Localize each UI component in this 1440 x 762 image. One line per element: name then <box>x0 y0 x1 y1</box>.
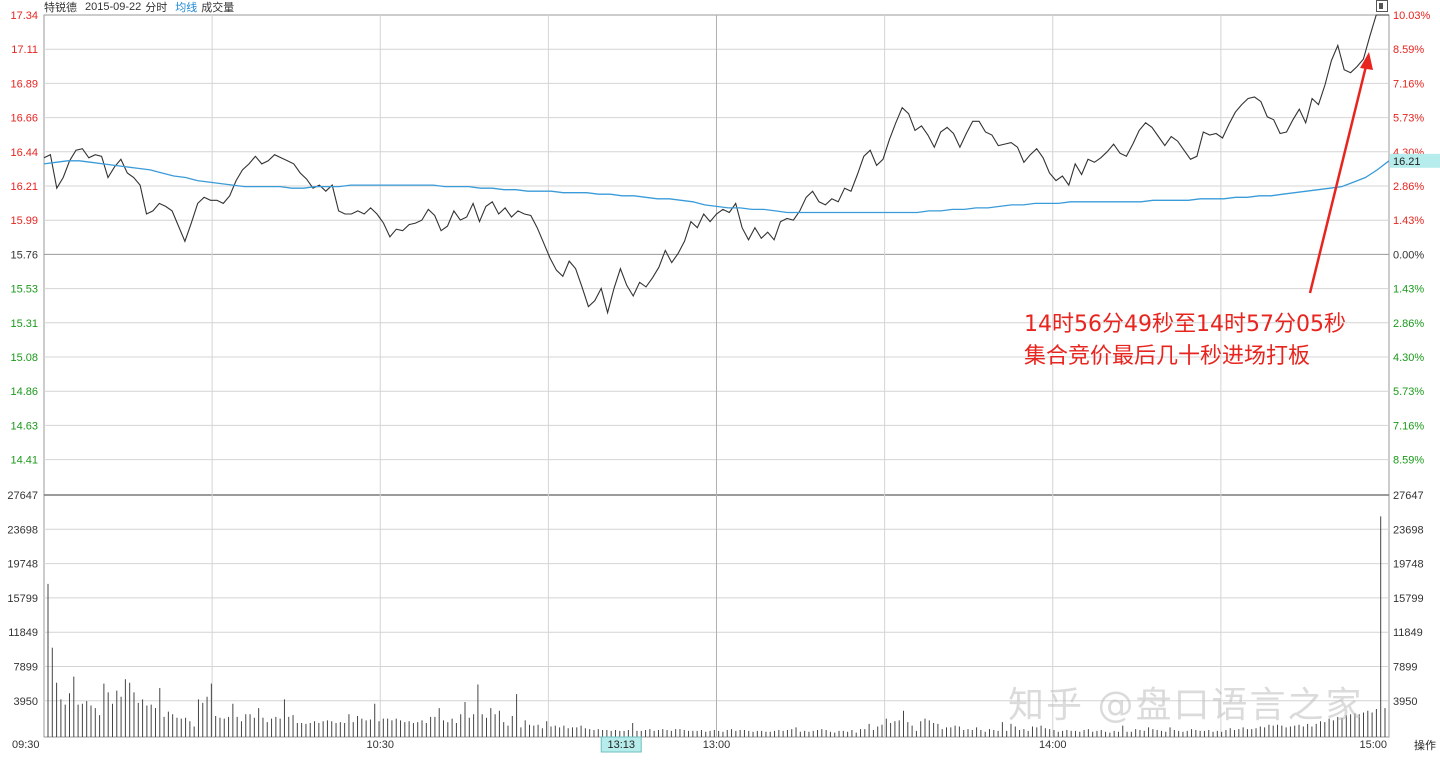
avg-last-box <box>1390 153 1440 168</box>
price-tick-label: 17.11 <box>11 44 38 56</box>
price-line <box>43 14 1389 315</box>
pct-tick-label: 5.73% <box>1393 113 1424 125</box>
pct-tick-label: 2.86% <box>1393 181 1424 193</box>
time-tick-label: 10:30 <box>366 739 394 751</box>
price-lines <box>43 14 1390 315</box>
volume-tick-label-right: 19748 <box>1393 559 1424 571</box>
time-tick-label: 09:30 <box>12 739 40 751</box>
time-tick-label: 15:00 <box>1359 739 1387 751</box>
operate-button[interactable]: 操作 <box>1414 740 1436 752</box>
chart-kind: 分时 <box>145 2 168 14</box>
pct-tick-label: 4.30% <box>1393 352 1424 364</box>
price-tick-label: 16.21 <box>10 181 38 193</box>
volume-tick-label: 3950 <box>14 696 38 708</box>
price-tick-label: 15.53 <box>10 284 38 296</box>
price-tick-label: 15.76 <box>10 249 38 261</box>
pct-tick-label: 7.16% <box>1393 420 1424 432</box>
volume-tick-label: 7899 <box>14 662 38 674</box>
volume-tick-label: 11849 <box>8 627 38 639</box>
panel-toggle-icon[interactable] <box>1376 0 1388 12</box>
price-tick-label: 14.86 <box>10 386 38 398</box>
annotation-arrow-head <box>1360 52 1373 70</box>
chart-header: 特锐德 2015-09-22 分时 均线 成交量 <box>44 0 234 14</box>
stock-name: 特锐德 <box>44 2 77 14</box>
annotation-line-2: 集合竞价最后几十秒进场打板 <box>1024 344 1311 369</box>
time-tick-label: 13:00 <box>703 739 731 751</box>
pct-tick-label: 5.73% <box>1393 386 1424 398</box>
price-tick-label: 16.44 <box>10 147 38 159</box>
pct-tick-label: 1.43% <box>1393 284 1424 296</box>
price-tick-label: 16.89 <box>10 78 38 90</box>
price-tick-label: 15.08 <box>10 352 38 364</box>
chart-date: 2015-09-22 <box>85 1 142 13</box>
price-tick-label: 16.66 <box>10 113 38 125</box>
volume-tick-label-right: 11849 <box>1393 627 1423 639</box>
volume-tick-label-right: 15799 <box>1393 593 1424 605</box>
price-tick-label: 17.34 <box>10 10 38 22</box>
volume-tick-label: 23698 <box>7 524 38 536</box>
avg-last-label: 16.21 <box>1393 156 1421 168</box>
price-tick-label: 14.63 <box>10 420 38 432</box>
volume-tick-label-right: 3950 <box>1393 696 1417 708</box>
volume-tick-label-right: 23698 <box>1393 524 1424 536</box>
price-tick-label: 14.41 <box>10 455 38 467</box>
pct-tick-label: 2.86% <box>1393 318 1424 330</box>
price-tick-label: 15.31 <box>10 318 38 330</box>
axis-labels: 17.34 17.11 16.89 16.66 16.44 16.21 15.99 15.76… <box>7 10 1440 753</box>
annotation-line-1: 14时56分49秒至14时57分05秒 <box>1024 312 1346 337</box>
volume-tick-label: 19748 <box>7 559 38 571</box>
volume-tick-label-right: 7899 <box>1393 662 1417 674</box>
chart-annotation: 14时56分49秒至14时57分05秒 集合竞价最后几十秒进场打板 <box>1024 309 1346 373</box>
pct-tick-label: 10.03% <box>1393 10 1431 22</box>
avg-line <box>43 160 1390 214</box>
avg-line-legend: 均线 <box>175 2 198 14</box>
volume-tick-label: 15799 <box>7 593 38 605</box>
volume-tick-label-right: 27647 <box>1393 490 1424 502</box>
grid-layer <box>43 14 1390 738</box>
highlight-time-label: 13:13 <box>607 739 635 751</box>
volume-tick-label: 27647 <box>7 490 38 502</box>
pct-tick-label: 0.00% <box>1393 249 1424 261</box>
time-tick-label: 14:00 <box>1039 739 1067 751</box>
highlight-time-box <box>600 736 642 753</box>
pct-tick-label: 1.43% <box>1393 215 1424 227</box>
volume-legend: 成交量 <box>201 2 235 14</box>
price-tick-label: 15.99 <box>10 215 38 227</box>
watermark: 知乎 @盘口语言之家 <box>1008 685 1364 726</box>
pct-tick-label: 8.59% <box>1393 44 1424 56</box>
pct-tick-label: 7.16% <box>1393 78 1424 90</box>
pct-tick-label: 8.59% <box>1393 455 1424 467</box>
annotation-arrow-shaft <box>1308 61 1369 294</box>
volume-bars <box>47 516 1386 737</box>
